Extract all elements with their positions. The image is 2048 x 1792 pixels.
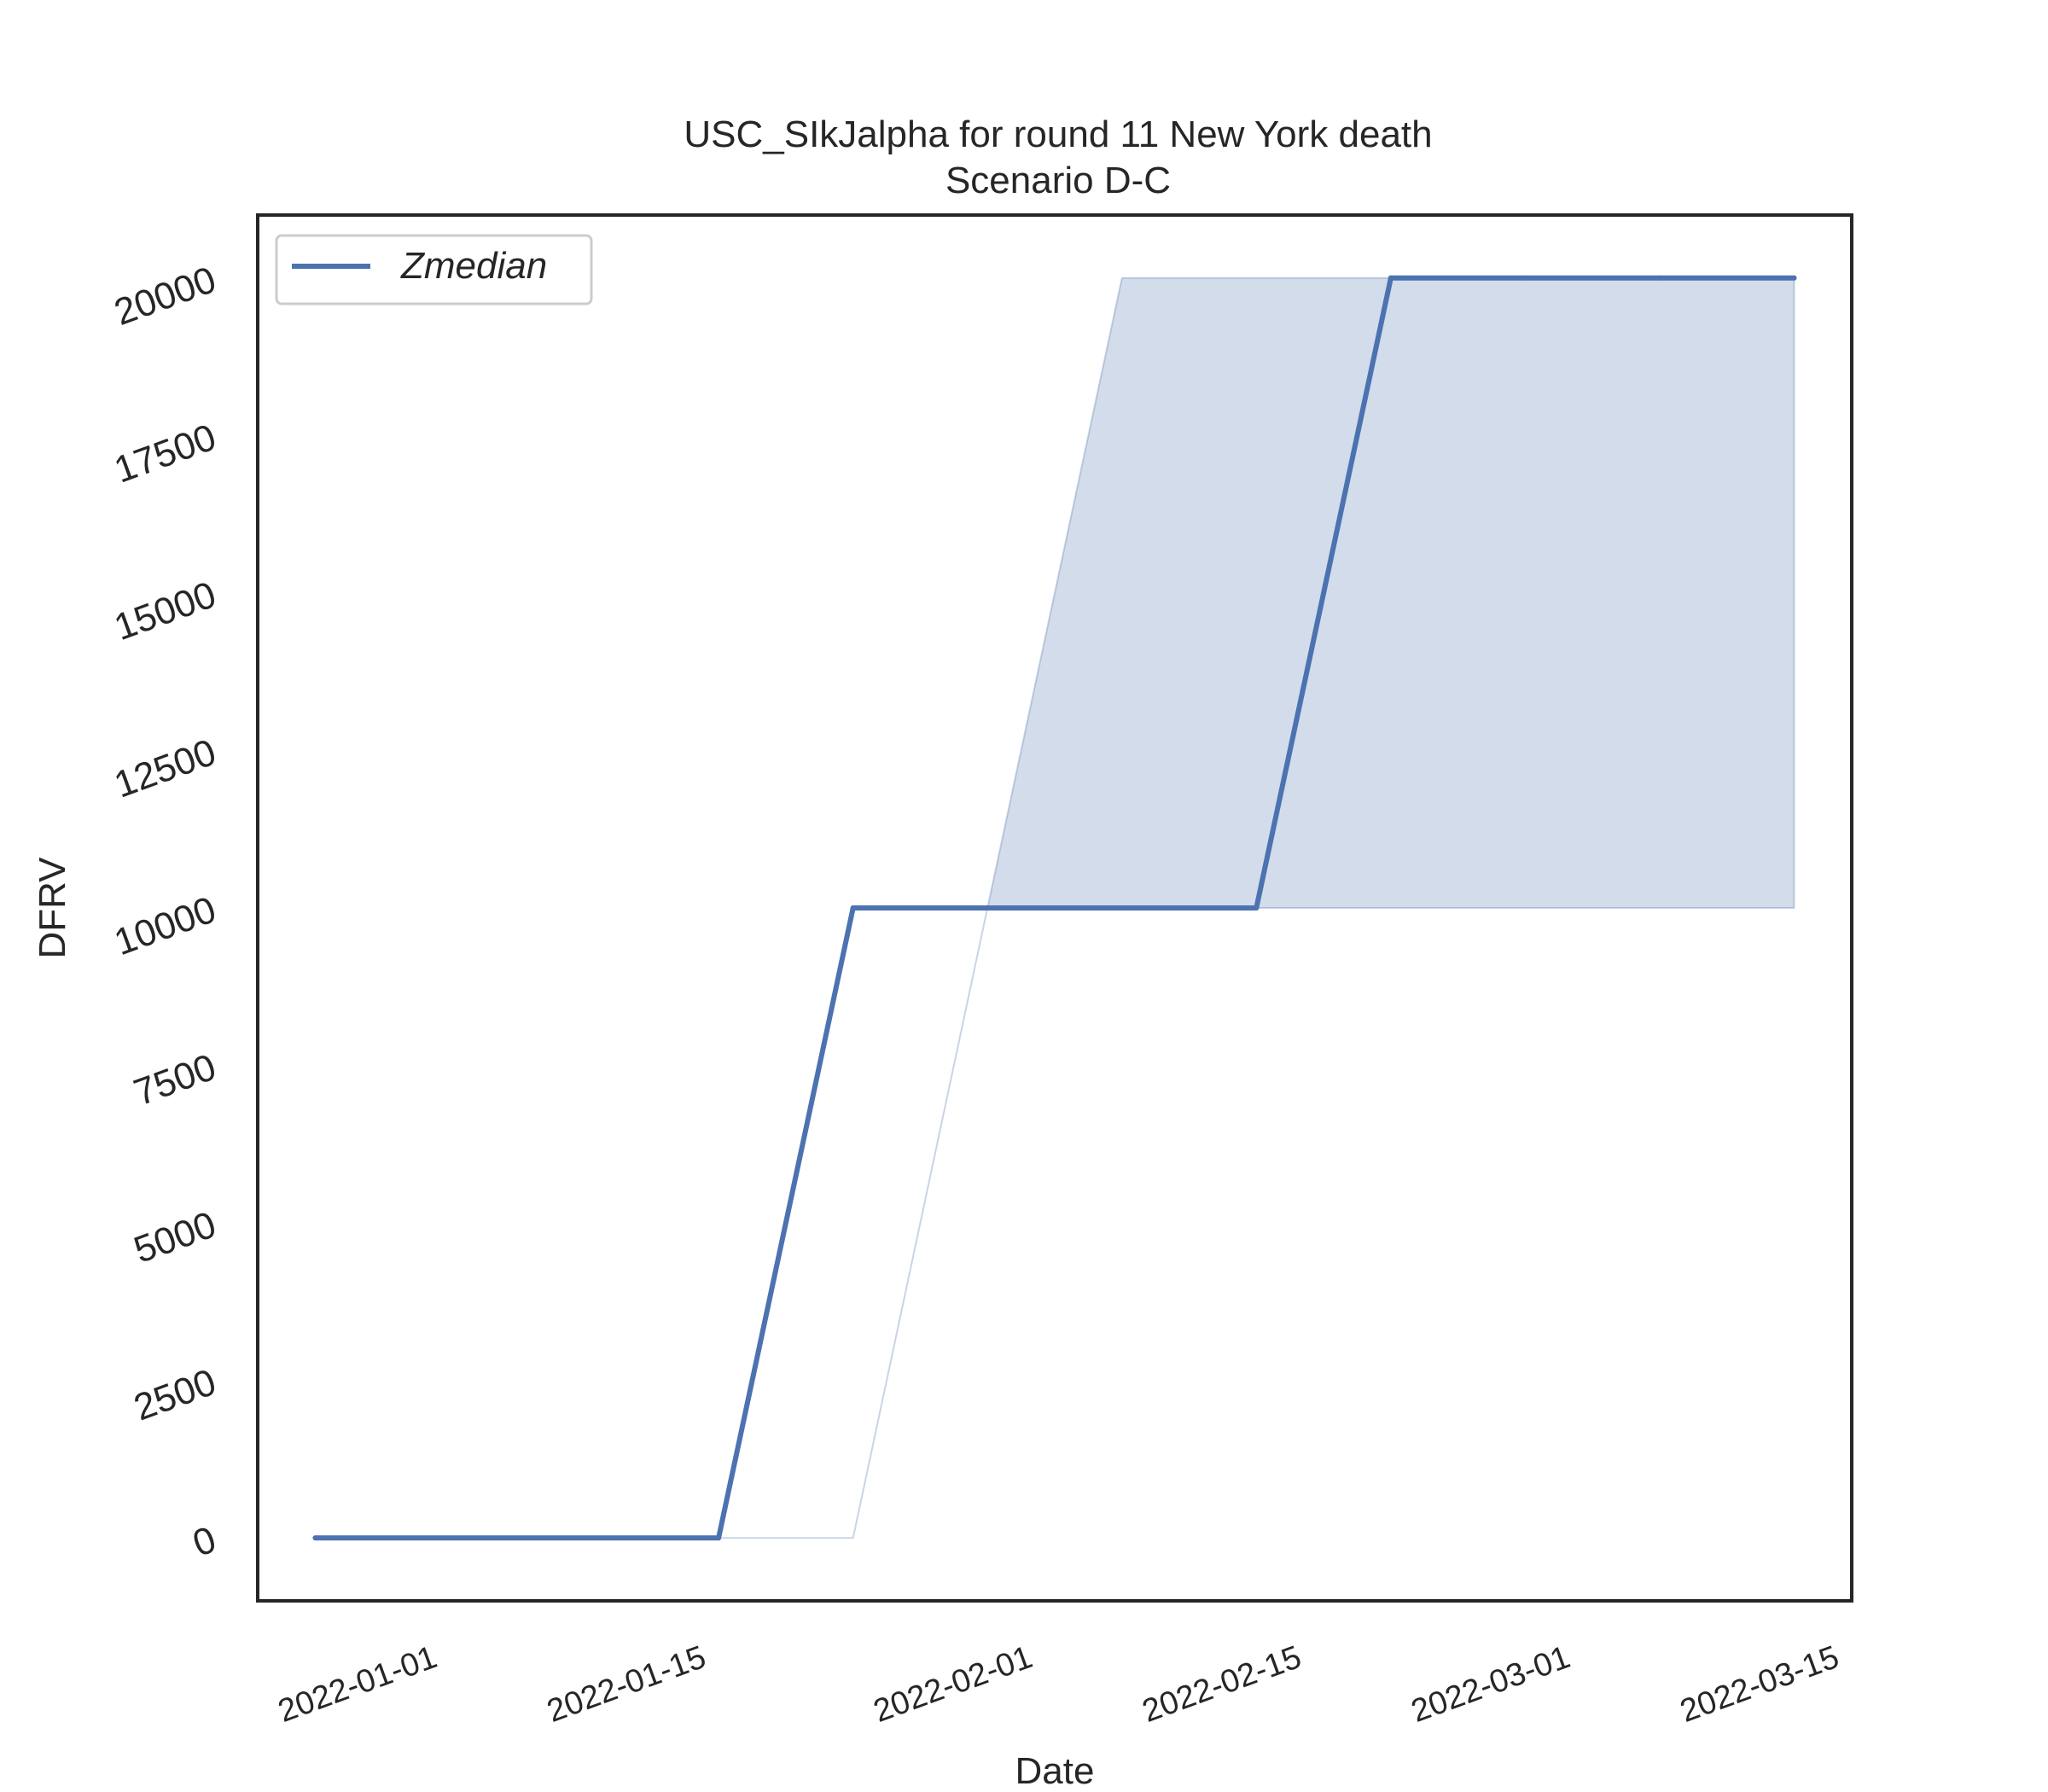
- x-tick-label: 2022-02-01: [869, 1639, 1037, 1730]
- data-point-zmedian: [1656, 275, 1662, 281]
- y-tick-label: 12500: [109, 731, 222, 806]
- y-tick-label: 20000: [109, 259, 222, 334]
- x-axis-label: Date: [1015, 1750, 1095, 1792]
- y-tick-label: 0: [188, 1519, 222, 1565]
- data-point-zmedian: [985, 905, 991, 911]
- data-point-zmedian: [1254, 905, 1260, 911]
- data-point-zmedian: [716, 1535, 722, 1541]
- y-tick-label: 15000: [109, 573, 222, 649]
- data-point-zmedian: [1791, 275, 1797, 281]
- y-tick-label: 17500: [109, 416, 222, 492]
- x-axis-ticks: 2022-01-01 2022-01-15 2022-02-01 2022-02-15…: [274, 1639, 1844, 1730]
- plot-area: [312, 275, 1797, 1541]
- x-tick-label: 2022-02-15: [1137, 1639, 1306, 1730]
- y-tick-label: 5000: [129, 1203, 222, 1271]
- legend: Zmedian: [275, 234, 593, 305]
- y-axis-label: DFRV: [32, 857, 73, 959]
- chart-subtitle: Scenario D-C: [945, 160, 1171, 201]
- plot-frame: [256, 213, 1853, 1603]
- data-point-zmedian: [1522, 275, 1528, 281]
- x-tick-label: 2022-03-01: [1406, 1639, 1574, 1730]
- data-point-zmedian: [312, 1535, 318, 1541]
- x-tick-label: 2022-01-01: [274, 1639, 442, 1730]
- data-point-zmedian: [1119, 905, 1125, 911]
- legend-label-zmedian: Zmedian: [400, 245, 547, 287]
- series-line-zmedian: [312, 275, 1797, 1541]
- y-tick-label: 2500: [129, 1361, 222, 1429]
- y-tick-label: 10000: [109, 888, 222, 963]
- x-tick-label: 2022-03-15: [1676, 1639, 1844, 1730]
- data-point-zmedian: [1388, 275, 1393, 281]
- y-tick-label: 7500: [129, 1046, 222, 1114]
- data-point-zmedian: [850, 905, 856, 911]
- y-axis-ticks: 0 2500 5000 7500 10000 12500 15000 17500 20000: [109, 259, 222, 1565]
- chart-title: USC_SIkJalpha for round 11 New York deat…: [684, 113, 1432, 155]
- legend-frame: [275, 234, 593, 305]
- x-tick-label: 2022-01-15: [543, 1639, 711, 1730]
